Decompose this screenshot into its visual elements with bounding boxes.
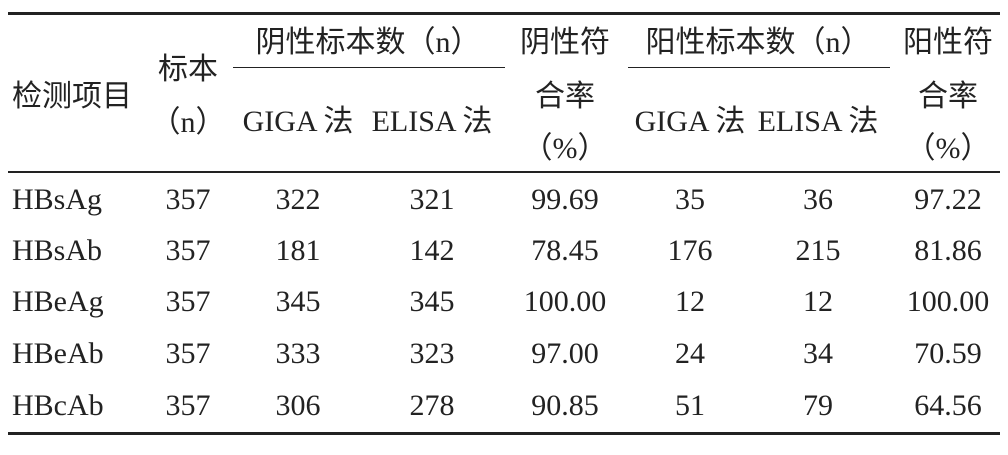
row-label: HBeAg xyxy=(12,285,104,318)
cell: 34 xyxy=(803,337,833,370)
cell: 142 xyxy=(409,234,455,267)
cell: 81.86 xyxy=(914,234,982,267)
cell: 357 xyxy=(165,234,211,267)
header-cell: 标本 xyxy=(158,53,218,86)
row-label: HBsAg xyxy=(12,183,103,216)
cell: 215 xyxy=(795,234,841,267)
cell: 323 xyxy=(409,337,455,370)
header-cell: ELISA 法 xyxy=(757,105,879,138)
cell: 79 xyxy=(803,389,833,422)
cell: 97.00 xyxy=(531,337,599,370)
cell: 12 xyxy=(675,285,705,318)
cell: 97.22 xyxy=(914,183,982,216)
cell: 176 xyxy=(667,234,713,267)
top-rule xyxy=(8,12,1000,15)
row-label: HBcAb xyxy=(12,389,104,422)
cell: 90.85 xyxy=(531,389,599,422)
row-label: HBsAb xyxy=(12,234,103,267)
cell: 306 xyxy=(275,389,321,422)
cell: 333 xyxy=(275,337,321,370)
header-cell: GIGA 法 xyxy=(242,105,354,138)
row-label: HBeAb xyxy=(12,337,104,370)
cell: 51 xyxy=(675,389,705,422)
cell: 78.45 xyxy=(531,234,599,267)
cell: 64.56 xyxy=(914,389,982,422)
cell: 99.69 xyxy=(531,183,599,216)
header-cell: ELISA 法 xyxy=(371,105,493,138)
cell: 357 xyxy=(165,389,211,422)
cell: 357 xyxy=(165,337,211,370)
header-cell: 阳性符 xyxy=(903,26,993,59)
cell: 181 xyxy=(275,234,321,267)
cell: 100.00 xyxy=(523,285,607,318)
group-rule xyxy=(233,67,505,68)
cell: 24 xyxy=(675,337,705,370)
header-cell: 阳性标本数（n） xyxy=(645,26,871,59)
cell: 36 xyxy=(803,183,833,216)
header-cell: 阴性符 xyxy=(520,26,610,59)
cell: 70.59 xyxy=(914,337,982,370)
bottom-rule xyxy=(8,432,1000,435)
header-cell: （%） xyxy=(905,132,991,165)
cell: 345 xyxy=(409,285,455,318)
group-rule xyxy=(628,67,890,68)
cell: 100.00 xyxy=(906,285,990,318)
cell: 278 xyxy=(409,389,455,422)
cell: 357 xyxy=(165,285,211,318)
header-cell: 合率 xyxy=(918,80,978,113)
header-cell: 阴性标本数（n） xyxy=(255,26,481,59)
header-cell: 检测项目 xyxy=(12,80,132,113)
cell: 345 xyxy=(275,285,321,318)
cell: 35 xyxy=(675,183,705,216)
header-cell: 合率 xyxy=(535,80,595,113)
header-cell: （%） xyxy=(522,132,608,165)
header-cell: GIGA 法 xyxy=(634,105,746,138)
cell: 12 xyxy=(803,285,833,318)
cell: 321 xyxy=(409,183,455,216)
cell: 357 xyxy=(165,183,211,216)
header-cell: （n） xyxy=(150,106,226,139)
header-rule xyxy=(8,171,1000,173)
cell: 322 xyxy=(275,183,321,216)
